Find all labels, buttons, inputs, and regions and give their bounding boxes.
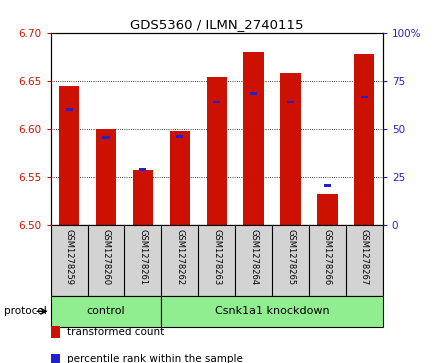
Text: GSM1278261: GSM1278261 xyxy=(138,229,147,285)
Bar xyxy=(66,109,73,111)
Bar xyxy=(280,73,301,225)
Bar xyxy=(59,86,79,225)
Title: GDS5360 / ILMN_2740115: GDS5360 / ILMN_2740115 xyxy=(130,19,304,32)
Bar xyxy=(250,92,257,94)
Bar xyxy=(243,52,264,225)
Text: GSM1278267: GSM1278267 xyxy=(360,229,369,285)
Bar xyxy=(96,129,116,225)
Text: percentile rank within the sample: percentile rank within the sample xyxy=(67,354,243,363)
Text: GSM1278262: GSM1278262 xyxy=(175,229,184,285)
Bar xyxy=(139,168,147,171)
Bar xyxy=(176,135,183,138)
Text: GSM1278260: GSM1278260 xyxy=(102,229,110,285)
Bar xyxy=(213,101,220,103)
Text: GSM1278259: GSM1278259 xyxy=(65,229,73,285)
Text: control: control xyxy=(87,306,125,316)
Text: transformed count: transformed count xyxy=(67,327,164,337)
Text: Csnk1a1 knockdown: Csnk1a1 knockdown xyxy=(215,306,330,316)
Bar xyxy=(133,170,153,225)
Bar xyxy=(354,54,374,225)
Bar xyxy=(170,131,190,225)
Bar xyxy=(317,194,337,225)
Text: GSM1278265: GSM1278265 xyxy=(286,229,295,285)
Bar xyxy=(103,136,110,139)
Bar xyxy=(206,77,227,225)
Bar xyxy=(324,184,331,187)
Text: GSM1278266: GSM1278266 xyxy=(323,229,332,285)
Text: GSM1278263: GSM1278263 xyxy=(212,229,221,285)
Text: GSM1278264: GSM1278264 xyxy=(249,229,258,285)
Bar xyxy=(287,101,294,103)
Bar xyxy=(361,96,368,98)
Text: protocol: protocol xyxy=(4,306,47,316)
